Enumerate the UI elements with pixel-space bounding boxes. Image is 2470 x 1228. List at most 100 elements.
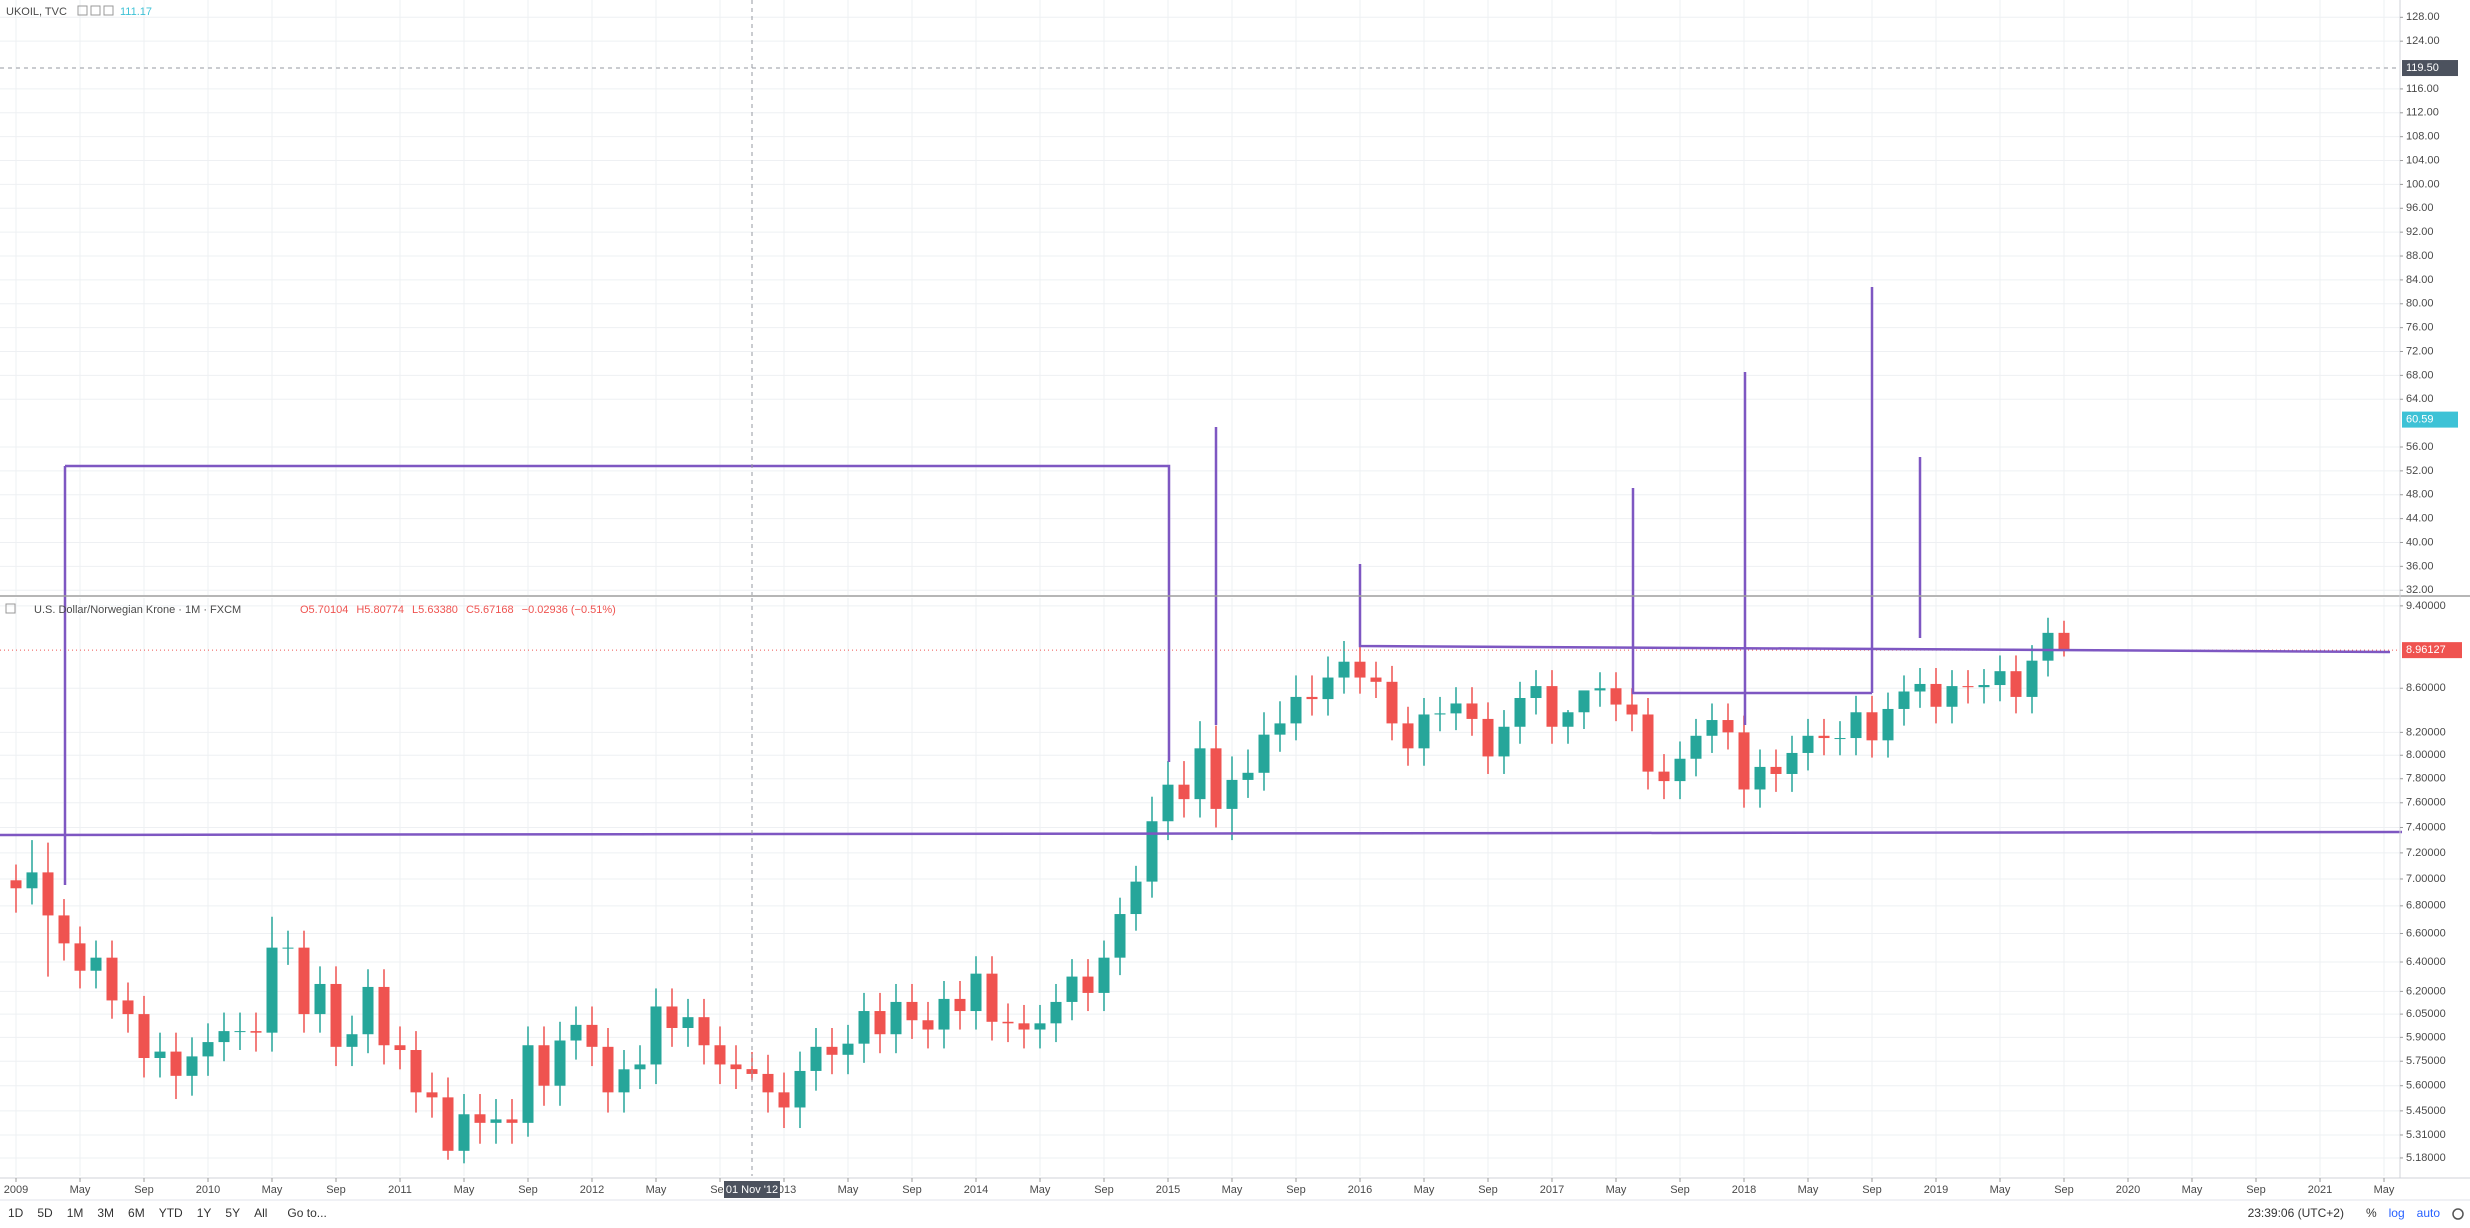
candle-body <box>282 947 294 949</box>
x-tick-label: May <box>1414 1184 1435 1196</box>
range-button[interactable]: 1D <box>8 1206 24 1220</box>
y-tick-label: 112.00 <box>2406 107 2439 119</box>
x-tick-label: May <box>1606 1184 1627 1196</box>
candle-body <box>1658 771 1670 782</box>
candle-body <box>618 1069 630 1093</box>
x-tick-label: Sep <box>518 1184 538 1196</box>
candle-body <box>1546 686 1558 727</box>
range-button[interactable]: 3M <box>97 1206 114 1220</box>
y-tick-label: 124.00 <box>2406 35 2440 47</box>
candle-body <box>426 1092 438 1098</box>
candle-body <box>154 1051 166 1059</box>
candle-body <box>106 957 118 1001</box>
x-tick-label: May <box>454 1184 475 1196</box>
candle-body <box>202 1042 214 1057</box>
candle-body <box>810 1046 822 1071</box>
legend-icon <box>103 5 114 16</box>
candle-body <box>1562 712 1574 727</box>
y-tick-label: 100.00 <box>2406 178 2440 190</box>
candle-body <box>266 947 278 1033</box>
y-tick-label: 68.00 <box>2406 369 2434 381</box>
y-tick-label: 36.00 <box>2406 560 2434 572</box>
range-button[interactable]: 1Y <box>197 1206 212 1220</box>
candle-body <box>1866 712 1878 741</box>
candle-body <box>1434 713 1446 715</box>
x-tick-label: 2018 <box>1732 1184 1756 1196</box>
candle-body <box>1882 708 1894 741</box>
y-tick-label: 44.00 <box>2406 513 2434 525</box>
candle-body <box>122 1000 134 1015</box>
candle-body <box>554 1040 566 1086</box>
candle-body <box>938 998 950 1030</box>
candle-body <box>1418 714 1430 749</box>
drawings <box>0 287 2403 885</box>
candle-body <box>58 915 70 944</box>
x-tick-label: 2021 <box>2308 1184 2332 1196</box>
range-button[interactable]: 5Y <box>225 1206 240 1220</box>
candle-body <box>1610 688 1622 705</box>
candle-body <box>1930 683 1942 707</box>
candle-body <box>714 1045 726 1065</box>
candle-body <box>474 1114 486 1123</box>
pane-icon <box>5 603 16 614</box>
candle-body <box>1594 688 1606 691</box>
candle-body <box>394 1045 406 1051</box>
y-tick-label: 72.00 <box>2406 345 2434 357</box>
candle-body <box>1738 732 1750 790</box>
candle-body <box>1770 766 1782 774</box>
candle-body <box>1914 683 1926 692</box>
x-tick-label: Sep <box>134 1184 154 1196</box>
y-tick-label: 8.20000 <box>2406 726 2446 738</box>
axis-option[interactable]: auto <box>2417 1206 2441 1220</box>
x-tick-label: Sep <box>2054 1184 2074 1196</box>
candle-body <box>1338 661 1350 678</box>
drawing-line <box>1358 564 2391 654</box>
settings-icon[interactable] <box>2452 1208 2464 1220</box>
candle-body <box>1450 703 1462 714</box>
range-button[interactable]: 5D <box>37 1206 53 1220</box>
goto-button[interactable]: Go to... <box>287 1206 326 1220</box>
crosshair-price-label: 119.50 <box>2406 62 2439 74</box>
axis-option[interactable]: log <box>2389 1206 2405 1220</box>
candle-body <box>1018 1023 1030 1030</box>
candle-body <box>362 986 374 1035</box>
candle-body <box>1706 720 1718 736</box>
candle-body <box>42 872 54 916</box>
x-tick-label: 2020 <box>2116 1184 2140 1196</box>
candle-body <box>1130 881 1142 915</box>
x-tick-label: Sep <box>1862 1184 1882 1196</box>
candle-body <box>1466 703 1478 719</box>
y-tick-label: 6.20000 <box>2406 985 2446 997</box>
x-tick-label: 2011 <box>388 1184 412 1196</box>
candle-body <box>698 1017 710 1046</box>
x-tick-label: 2014 <box>964 1184 988 1196</box>
range-button[interactable]: YTD <box>159 1206 183 1220</box>
candle-body <box>986 973 998 1022</box>
x-tick-label: Sep <box>902 1184 922 1196</box>
candle-body <box>1114 914 1126 958</box>
candle-body <box>1834 738 1846 740</box>
candle-body <box>666 1006 678 1028</box>
candle-body <box>970 973 982 1012</box>
y-tick-label: 76.00 <box>2406 322 2434 334</box>
y-tick-label: 48.00 <box>2406 489 2434 501</box>
candle-body <box>2042 632 2054 661</box>
y-tick-label: 80.00 <box>2406 298 2434 310</box>
candle-body <box>778 1092 790 1108</box>
candle-body <box>522 1045 534 1123</box>
candle-body <box>1370 677 1382 682</box>
range-button[interactable]: All <box>254 1206 267 1220</box>
range-button[interactable]: 1M <box>67 1206 84 1220</box>
candle-body <box>602 1046 614 1093</box>
candle-body <box>794 1070 806 1108</box>
x-tick-label: 2017 <box>1540 1184 1564 1196</box>
candle-body <box>1402 723 1414 749</box>
candle-body <box>1194 748 1206 800</box>
candle-body <box>1818 735 1830 739</box>
axis-option[interactable]: % <box>2366 1206 2377 1220</box>
candle-body <box>2010 671 2022 697</box>
x-tick-label: May <box>262 1184 283 1196</box>
range-button[interactable]: 6M <box>128 1206 145 1220</box>
candle-body <box>1162 784 1174 822</box>
